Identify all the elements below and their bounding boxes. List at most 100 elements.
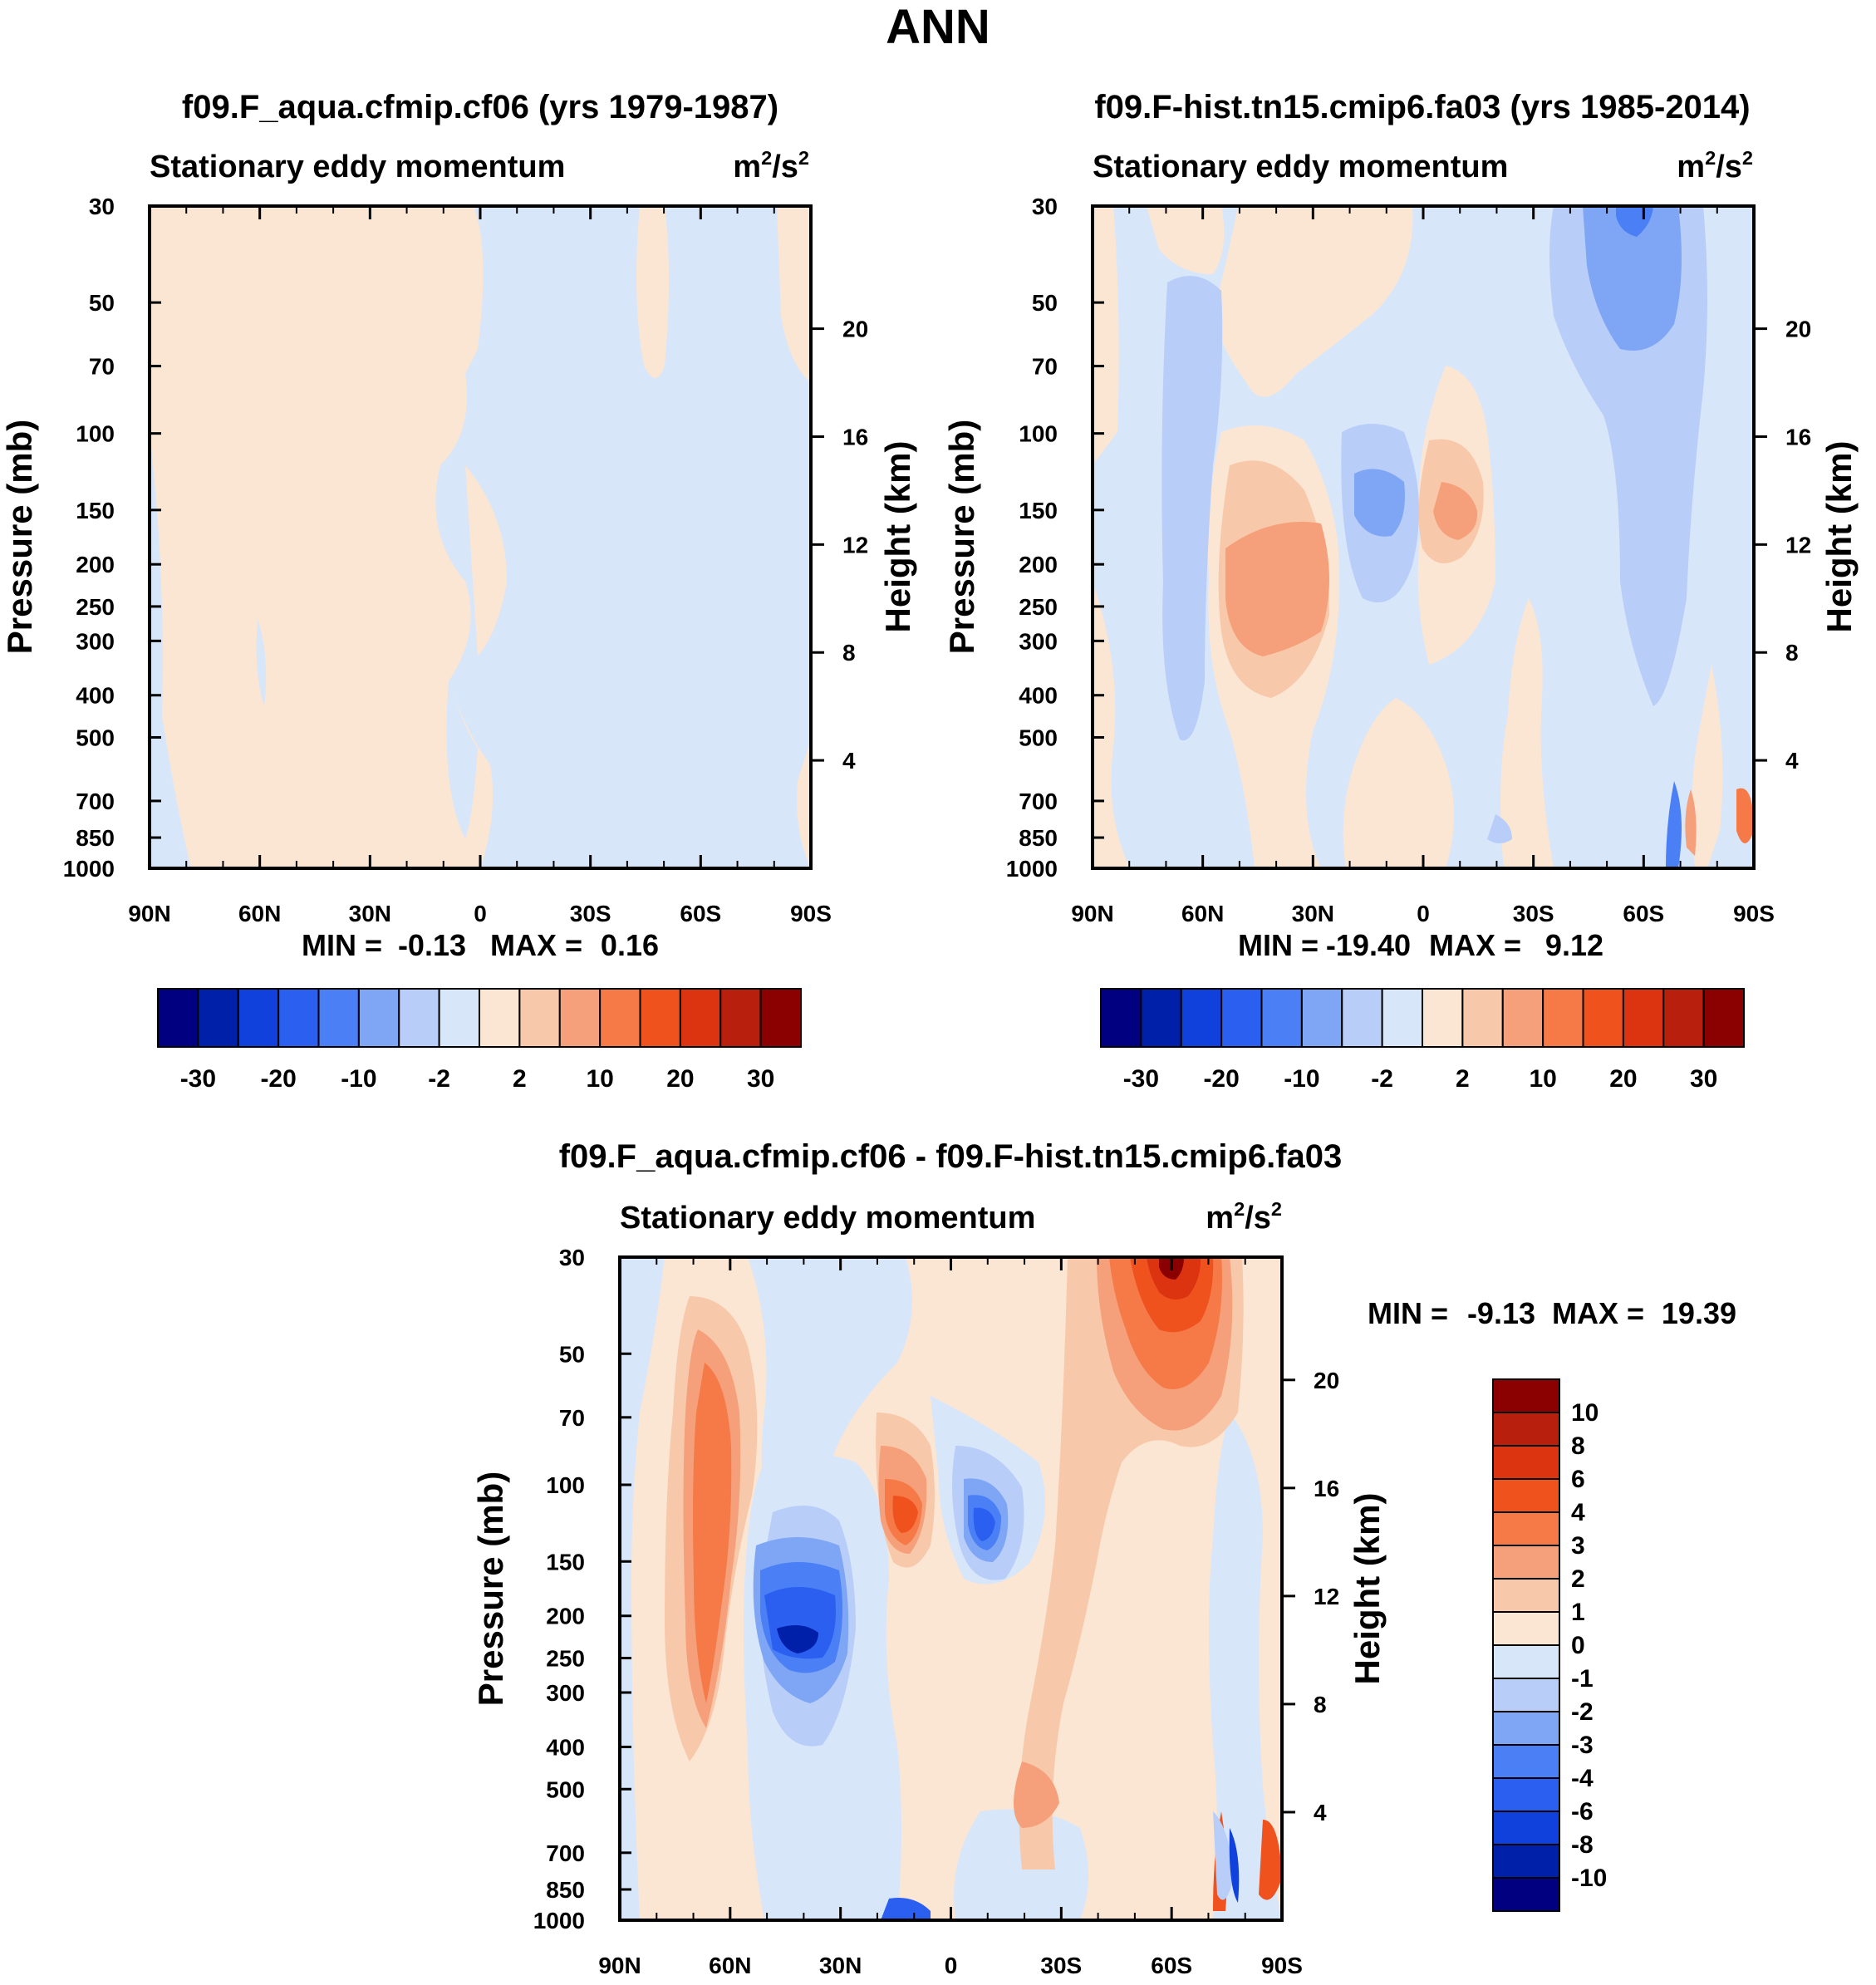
contour-fills xyxy=(620,1257,1282,1920)
colorbar-swatch xyxy=(679,988,722,1048)
y-tick-label: 300 xyxy=(1019,628,1058,654)
stats: MIN = -9.13 MAX = 19.39 xyxy=(1368,1296,1736,1330)
x-tick-label: 90N xyxy=(128,901,170,926)
units-label: m2/s2 xyxy=(1206,1198,1282,1236)
negative-region xyxy=(150,432,191,868)
colorbar-swatch xyxy=(639,988,681,1048)
colorbar-swatch xyxy=(599,988,641,1048)
y-tick-label: 70 xyxy=(559,1405,585,1431)
colorbar-label: 2 xyxy=(513,1065,527,1093)
y-tick-label: 400 xyxy=(1019,683,1058,709)
y2-tick-label: 12 xyxy=(842,532,868,558)
units-text: m xyxy=(733,150,761,184)
colorbar-label: -10 xyxy=(341,1065,376,1093)
colorbar-label: -6 xyxy=(1571,1798,1594,1825)
colorbar-swatch xyxy=(1492,1412,1560,1447)
y-tick-label: 100 xyxy=(76,421,115,447)
colorbar-swatch xyxy=(1542,988,1584,1048)
colorbar-label: -10 xyxy=(1571,1865,1607,1892)
colorbar-swatch xyxy=(1622,988,1665,1048)
positive-region xyxy=(1685,789,1697,856)
x-tick-label: 0 xyxy=(1417,901,1430,926)
negative-region xyxy=(1666,781,1682,868)
y-tick-label: 30 xyxy=(89,194,115,219)
positive-region xyxy=(636,206,669,378)
y2-axis-label: Height (km) xyxy=(1348,1493,1387,1685)
y-tick-label: 500 xyxy=(76,725,115,750)
min-value: -19.40 xyxy=(1326,928,1411,962)
colorbar-swatch xyxy=(157,988,199,1048)
colorbar-swatch xyxy=(1220,988,1263,1048)
colorbar-label: 30 xyxy=(1690,1065,1717,1093)
y2-tick-label: 8 xyxy=(1314,1692,1327,1717)
positive-region xyxy=(1093,206,1119,465)
units-superscript: 2 xyxy=(1234,1198,1245,1220)
units-superscript: 2 xyxy=(1705,147,1716,169)
panel-obs: f09.F-hist.tn15.cmip6.fa03 (yrs 1985-201… xyxy=(942,89,1859,1093)
colorbar-label: -8 xyxy=(1571,1831,1594,1859)
positive-region xyxy=(797,739,811,868)
colorbar-swatch xyxy=(1180,988,1223,1048)
x-tick-label: 30N xyxy=(349,901,391,926)
y-tick-label: 250 xyxy=(546,1646,585,1672)
y-tick-label: 30 xyxy=(1032,194,1058,219)
colorbar-swatch xyxy=(719,988,762,1048)
y-tick-label: 700 xyxy=(76,789,115,814)
colorbar-swatch xyxy=(1492,1811,1560,1845)
negative-region xyxy=(954,1809,1088,1920)
colorbar-label: -2 xyxy=(1571,1698,1594,1726)
y-tick-label: 250 xyxy=(76,594,115,620)
positive-region xyxy=(892,1496,918,1533)
contour-fills xyxy=(1093,206,1754,868)
y-tick-label: 200 xyxy=(546,1604,585,1629)
y-tick-label: 70 xyxy=(89,354,115,380)
colorbar-swatch xyxy=(398,988,440,1048)
colorbar-swatch xyxy=(1140,988,1182,1048)
colorbar-swatch xyxy=(1492,1478,1560,1513)
page-title: ANN xyxy=(886,0,990,54)
colorbar-label: 20 xyxy=(666,1065,694,1093)
units-text: /s xyxy=(772,150,798,184)
negative-region xyxy=(1161,276,1223,741)
colorbar-label: 10 xyxy=(1529,1065,1556,1093)
y-tick-label: 400 xyxy=(76,683,115,709)
colorbar-swatch xyxy=(1492,1578,1560,1613)
y-tick-label: 70 xyxy=(1032,354,1058,380)
units-label: m2/s2 xyxy=(1677,147,1753,184)
x-tick-label: 30S xyxy=(570,901,611,926)
x-tick-label: 30N xyxy=(819,1953,862,1978)
negative-region xyxy=(1487,814,1512,843)
colorbar-swatch xyxy=(1492,1511,1560,1546)
y-tick-label: 500 xyxy=(1019,725,1058,750)
min-value: -9.13 xyxy=(1467,1296,1535,1330)
negative-region xyxy=(446,681,478,839)
positive-region xyxy=(150,206,494,868)
colorbar-swatch xyxy=(1492,1678,1560,1712)
units-superscript: 2 xyxy=(1271,1198,1282,1220)
y-tick-label: 850 xyxy=(76,825,115,851)
min-label: MIN = xyxy=(1368,1296,1448,1330)
colorbar-swatch xyxy=(558,988,602,1048)
axis-ticks: 3050701001502002503004005007008501000481… xyxy=(1006,194,1811,926)
y-tick-label: 700 xyxy=(546,1840,585,1866)
y-tick-label: 50 xyxy=(1032,290,1058,316)
x-tick-label: 60N xyxy=(1181,901,1224,926)
max-label: MAX = xyxy=(1429,928,1521,962)
panel-title: f09.F-hist.tn15.cmip6.fa03 (yrs 1985-201… xyxy=(1094,89,1750,125)
x-tick-label: 60N xyxy=(709,1953,751,1978)
y-tick-label: 30 xyxy=(559,1245,585,1270)
colorbar-label: 8 xyxy=(1571,1432,1585,1460)
y2-tick-label: 12 xyxy=(1314,1584,1339,1609)
y-tick-label: 200 xyxy=(76,552,115,577)
y-tick-label: 1000 xyxy=(63,856,115,882)
negative-region xyxy=(1354,469,1405,537)
colorbar-swatch xyxy=(518,988,561,1048)
y2-tick-label: 12 xyxy=(1785,532,1811,558)
colorbar-swatch xyxy=(1492,1611,1560,1646)
y-tick-label: 300 xyxy=(546,1680,585,1706)
y-tick-label: 400 xyxy=(546,1734,585,1760)
negative-region xyxy=(620,1257,665,1920)
y-tick-label: 50 xyxy=(89,290,115,316)
max-label: MAX = xyxy=(1552,1296,1644,1330)
